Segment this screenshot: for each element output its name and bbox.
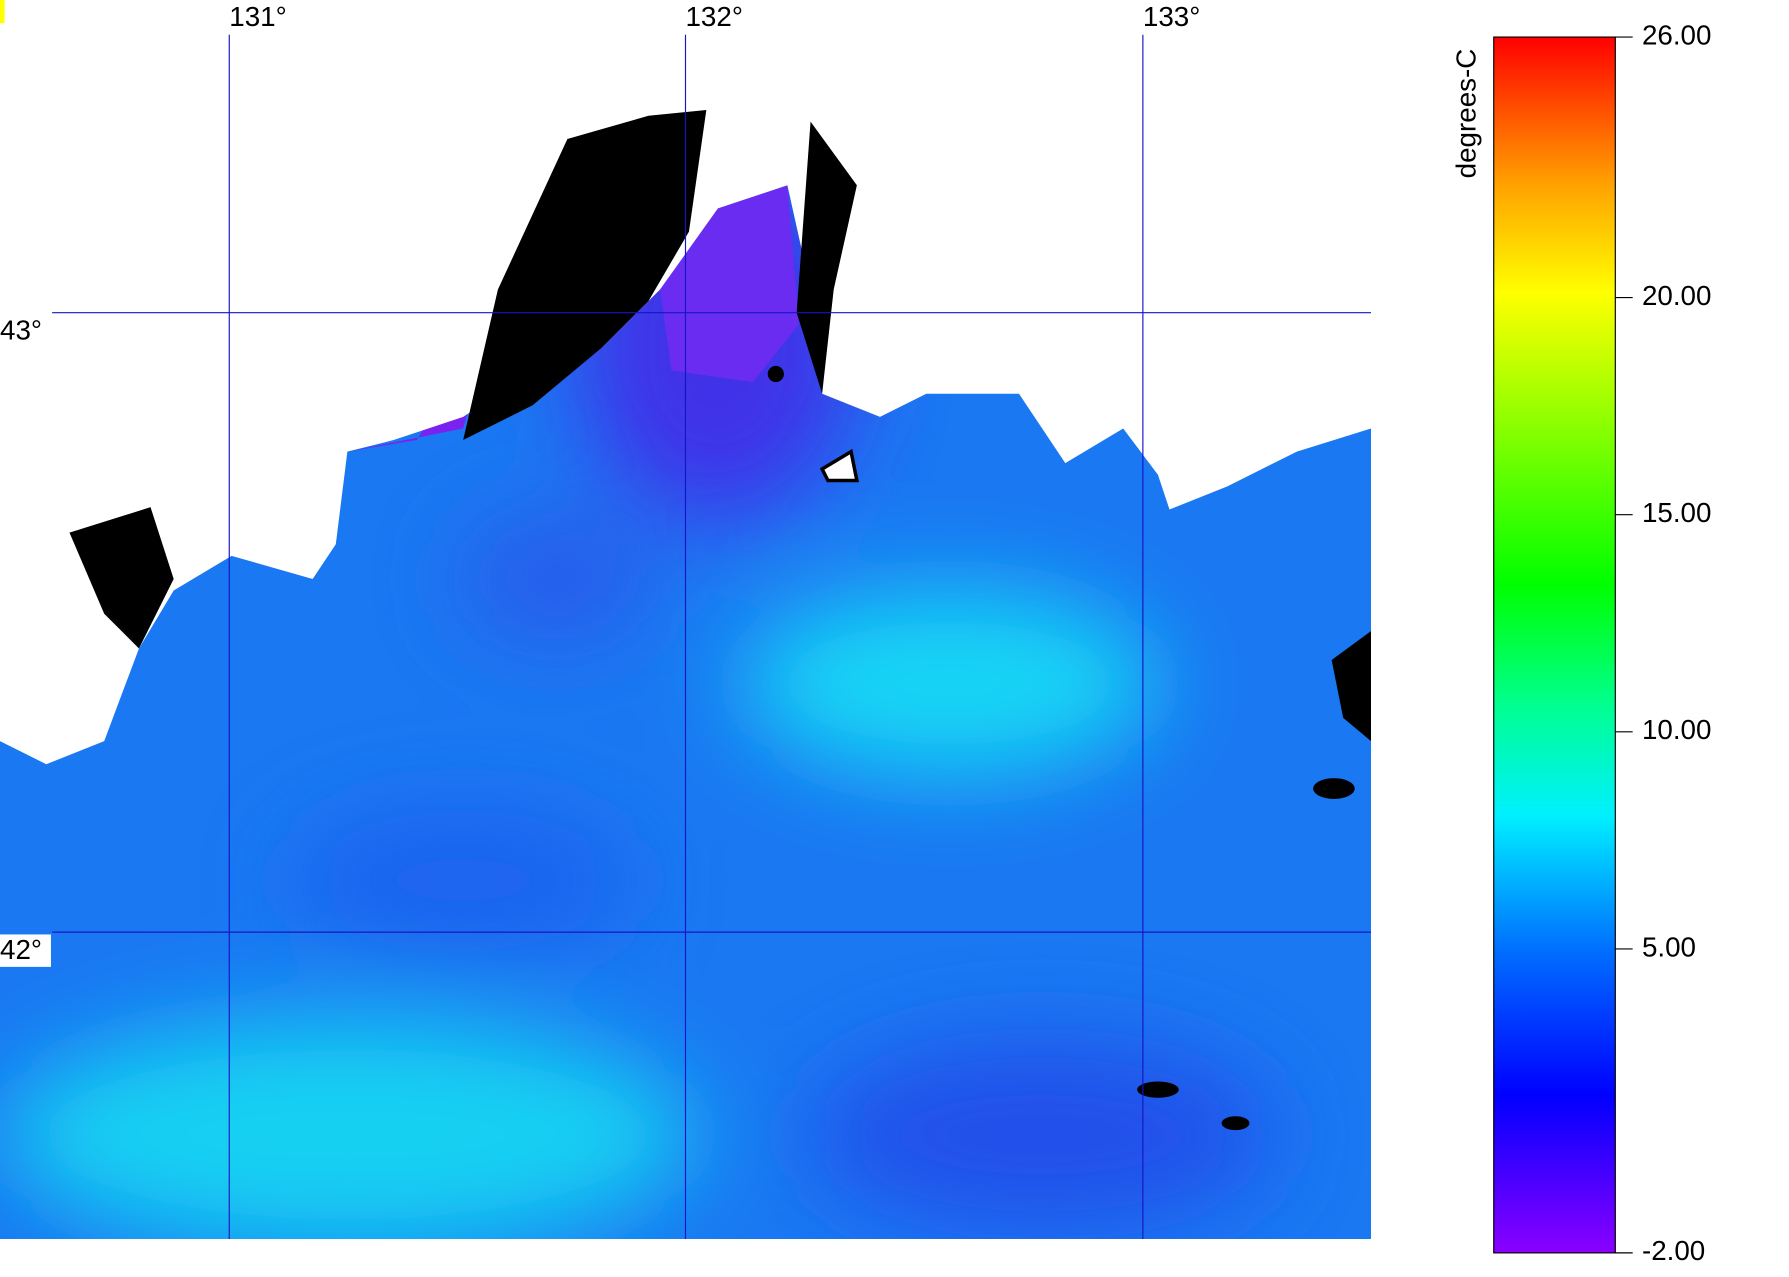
colorbar-tick-label: 10.00	[1642, 714, 1712, 745]
colorbar-tick-label: 15.00	[1642, 497, 1712, 528]
lon-label: 132°	[685, 1, 742, 32]
colorbar-tick-label: 20.00	[1642, 280, 1712, 311]
coast-mask	[69, 110, 1371, 1131]
colorbar-tick-label: 5.00	[1642, 931, 1696, 962]
graticule	[52, 34, 1371, 1239]
sea-surface	[0, 0, 1371, 1239]
colorbar-tick-label: -2.00	[1642, 1235, 1705, 1266]
colorbar-tick-label: 26.00	[1642, 19, 1712, 50]
lon-label: 133°	[1143, 1, 1200, 32]
lat-label: 43°	[0, 315, 42, 346]
lat-label: 42°	[0, 934, 42, 965]
lon-label: 131°	[229, 1, 286, 32]
land	[0, 0, 1371, 765]
colorbar	[1493, 36, 1616, 1254]
colorbar-label: degrees-C	[1451, 49, 1482, 179]
